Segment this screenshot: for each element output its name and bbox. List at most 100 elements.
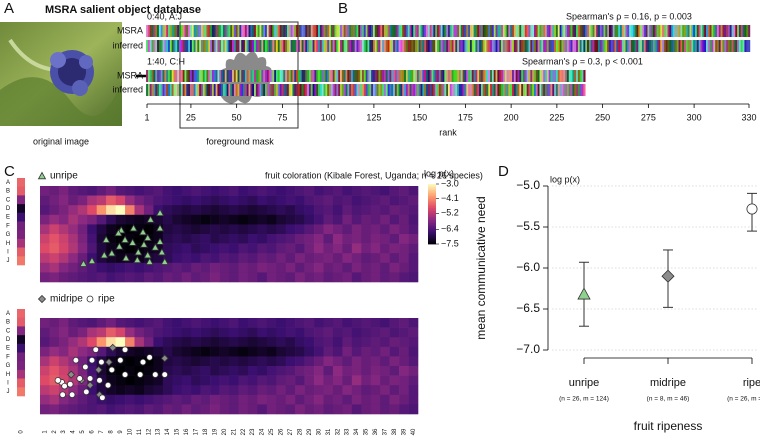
heat-cell — [68, 262, 79, 273]
barcode-stripe — [662, 40, 665, 52]
heat-cell — [162, 262, 173, 273]
heat-cell — [351, 337, 362, 348]
barcode-stripe — [404, 70, 407, 82]
barcode-stripe — [230, 25, 233, 37]
heat-cell — [257, 327, 268, 338]
barcode-stripe — [259, 84, 262, 96]
barcode-stripe — [206, 70, 209, 82]
barcode-stripe — [537, 40, 540, 52]
barcode-stripe — [616, 40, 619, 52]
heat-cell — [408, 404, 419, 415]
barcode-stripe — [349, 84, 352, 96]
barcode-stripe — [263, 84, 266, 96]
heat-cell — [389, 272, 400, 283]
heat-cell — [266, 262, 277, 273]
barcode-stripe — [581, 84, 584, 96]
barcode-stripe — [504, 25, 507, 37]
barcode-stripe — [480, 25, 484, 37]
heat-cell — [247, 224, 258, 235]
colorbar-slice — [428, 209, 436, 212]
barcode-stripe — [182, 40, 185, 52]
heat-cell — [106, 318, 116, 328]
heat-cell — [257, 375, 268, 386]
barcode-stripe — [572, 40, 575, 52]
heat-cell — [191, 243, 201, 254]
barcode-stripe — [288, 84, 291, 96]
barcode-stripe — [297, 40, 301, 52]
colorbar-slice — [428, 214, 436, 216]
barcode-stripe — [570, 84, 573, 96]
barcode-stripe — [146, 25, 149, 37]
barcode-stripe — [413, 25, 416, 37]
barcode-stripe — [552, 40, 555, 52]
marker-triangle — [157, 248, 166, 256]
heat-cell — [49, 234, 60, 244]
heat-cell — [314, 404, 324, 415]
heat-cell — [380, 224, 390, 235]
heat-cell — [342, 224, 353, 235]
barcode-stripe — [490, 70, 493, 82]
heat-cell — [257, 346, 268, 357]
barcode-stripe — [457, 84, 460, 96]
barcode-stripe — [565, 25, 568, 37]
barcode-stripe — [239, 25, 242, 37]
barcode-stripe — [566, 84, 570, 96]
barcode-stripe — [497, 84, 500, 96]
barcode-stripe — [488, 40, 491, 52]
barcode-stripe — [508, 70, 511, 82]
barcode-stripe — [233, 40, 237, 52]
heat-cell — [58, 318, 69, 328]
heat-cell — [323, 272, 334, 283]
barcode-stripe — [453, 84, 456, 96]
barcode-stripe — [590, 25, 593, 37]
barcode-stripe — [618, 25, 621, 37]
heat-cell — [380, 327, 390, 338]
barcode-stripe — [599, 40, 602, 52]
heat-cell — [106, 337, 116, 348]
heat-cell — [77, 272, 88, 283]
heat-cell — [266, 243, 277, 254]
barcode-stripe — [424, 84, 427, 96]
barcode-stripe — [480, 84, 484, 96]
barcode-stripe — [385, 25, 388, 37]
barcode-stripe — [385, 40, 388, 52]
heat-cell — [143, 195, 154, 206]
barcode-stripe — [473, 84, 476, 96]
barcode-stripe — [731, 25, 734, 37]
row-label: J — [7, 389, 10, 395]
barcode-stripe — [177, 70, 180, 82]
heat-cell — [238, 262, 249, 273]
row-label: F — [6, 354, 10, 360]
barcode-stripe — [491, 70, 495, 82]
barcode-stripe — [283, 40, 286, 52]
barcode-stripe — [168, 40, 171, 52]
barcode-stripe — [248, 40, 251, 52]
barcode-stripe — [469, 84, 473, 96]
barcode-stripe — [345, 70, 348, 82]
row-label: D — [6, 206, 11, 212]
marker-circle — [72, 356, 80, 364]
heat-cell — [295, 404, 305, 415]
heat-cell — [162, 375, 173, 386]
barcode-stripe — [484, 84, 487, 96]
barcode-stripe — [411, 25, 414, 37]
heat-cell — [408, 205, 419, 216]
barcode-stripe — [546, 70, 549, 82]
heat-cell — [125, 318, 135, 328]
barcode-stripe — [213, 40, 216, 52]
barcode-stripe — [506, 84, 509, 96]
barcode-stripe — [193, 70, 196, 82]
barcode-stripe — [437, 84, 440, 96]
heat-cell — [200, 214, 211, 225]
barcode-stripe — [744, 25, 747, 37]
barcode-stripe — [362, 84, 365, 96]
heat-cell — [285, 262, 296, 273]
barcode-stripe — [404, 40, 407, 52]
barcode-stripe — [177, 40, 180, 52]
heat-cell — [68, 205, 79, 216]
heat-cell — [49, 385, 60, 396]
heat-cell — [181, 205, 192, 216]
barcode-stripe — [427, 70, 430, 82]
